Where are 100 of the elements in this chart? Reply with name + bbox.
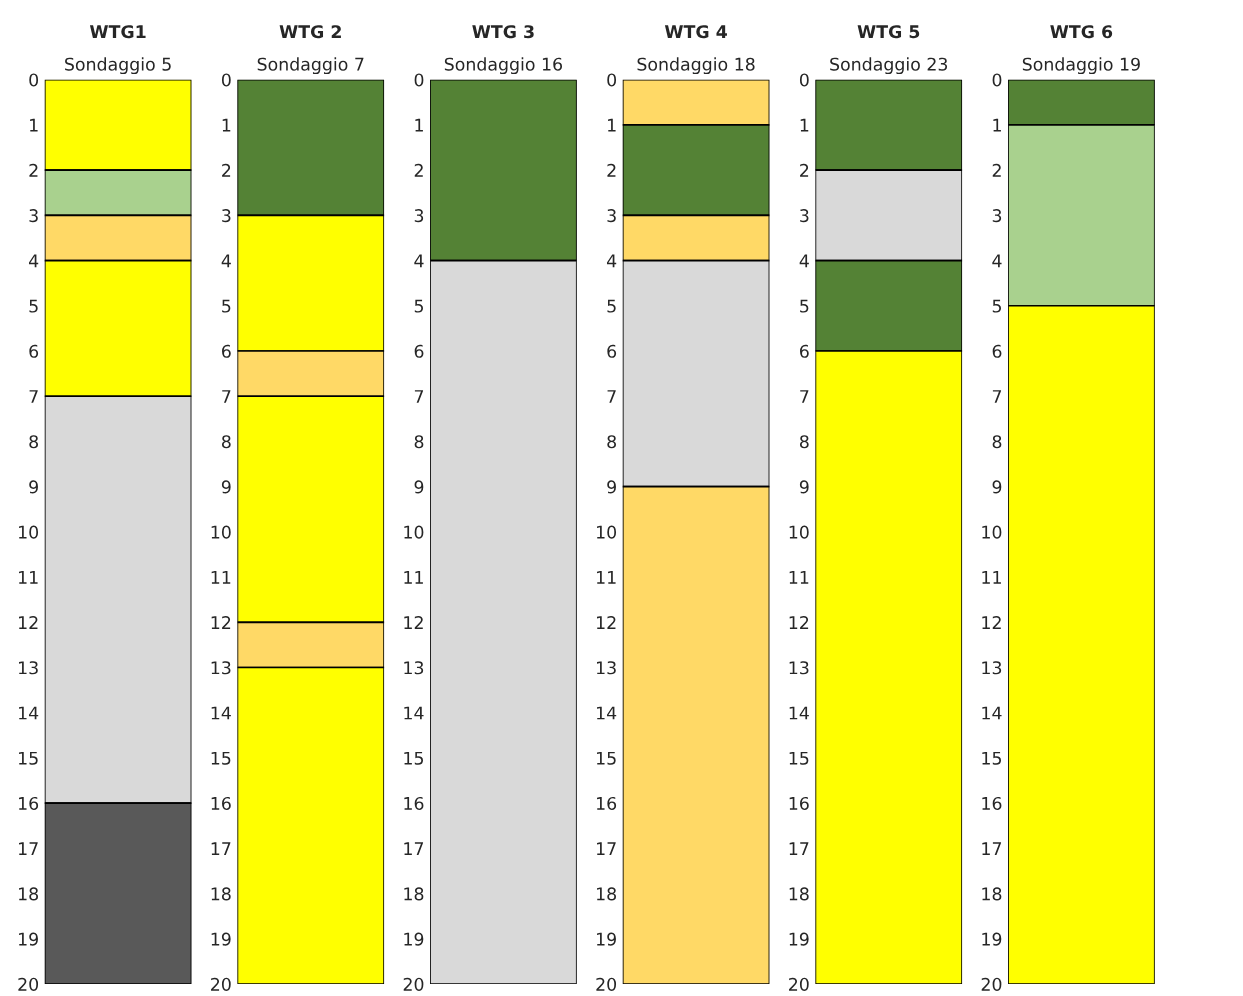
y-tick-label: 12 [211, 616, 231, 629]
y-tick-label: 1 [30, 118, 38, 132]
y-tick-label: 20 [211, 977, 231, 991]
y-tick-label: 13 [789, 661, 809, 675]
y-tick-label: 16 [789, 796, 809, 811]
y-tick-label: 4 [29, 254, 39, 268]
y-tick-label: 5 [607, 299, 616, 313]
y-tick-label: 15 [211, 751, 231, 765]
y-tick-label: 3 [800, 209, 809, 223]
y-tick-label: 18 [211, 887, 231, 901]
y-tick-label: 8 [799, 435, 809, 449]
y-tick-label: 14 [789, 706, 809, 720]
y-tick-label: 3 [992, 209, 1002, 223]
y-tick-label: 2 [800, 163, 809, 177]
y-tick-label: 4 [414, 254, 424, 268]
y-tick-label: 7 [607, 390, 616, 403]
chart-title: WTG 5 [857, 25, 920, 39]
y-tick-label: 12 [597, 616, 616, 629]
y-tick-label: 0 [29, 73, 39, 87]
y-tick-label: 8 [29, 435, 38, 449]
y-tick-label: 2 [992, 163, 1001, 177]
y-tick-label: 8 [607, 435, 616, 449]
y-tick-label: 16 [19, 796, 39, 811]
y-tick-label: 12 [404, 616, 423, 629]
y-tick-label: 12 [982, 616, 1001, 629]
y-tick-label: 18 [982, 887, 1002, 901]
y-tick-label: 4 [799, 254, 809, 268]
x-tick-label: Sondaggio 16 [444, 57, 563, 75]
y-tick-label: 11 [789, 571, 809, 584]
y-tick-label: 18 [597, 887, 616, 901]
y-tick-label: 5 [992, 299, 1001, 313]
y-tick-label: 11 [404, 571, 423, 584]
y-tick-label: 8 [414, 435, 424, 449]
y-tick-label: 6 [414, 344, 424, 358]
y-tick-label: 4 [221, 254, 231, 268]
y-tick-label: 1 [415, 118, 423, 132]
y-tick-label: 19 [404, 932, 424, 946]
y-tick-label: 20 [981, 977, 1002, 991]
x-tick-label: Sondaggio 19 [1022, 57, 1140, 75]
y-tick-label: 9 [799, 480, 809, 494]
y-tick-label: 20 [596, 977, 617, 991]
y-tick-label: 9 [992, 480, 1002, 494]
y-tick-label: 12 [19, 616, 38, 629]
y-tick-label: 20 [18, 977, 39, 991]
x-tick-label: Sondaggio 7 [257, 57, 364, 75]
x-tick-label: Sondaggio 23 [830, 57, 948, 75]
y-tick-label: 13 [597, 661, 616, 675]
y-tick-label: 0 [607, 73, 617, 87]
y-tick-label: 6 [992, 344, 1002, 358]
y-tick-label: 1 [608, 118, 616, 132]
y-tick-label: 19 [789, 932, 809, 946]
y-tick-label: 15 [597, 751, 616, 765]
y-tick-label: 0 [221, 73, 231, 87]
y-tick-label: 17 [404, 842, 424, 855]
y-tick-label: 5 [800, 299, 809, 313]
chart-title: WTG1 [89, 25, 146, 39]
chart-title: WTG 4 [664, 25, 727, 39]
chart-title: WTG 6 [1050, 25, 1113, 39]
y-tick-label: 3 [607, 209, 616, 223]
y-tick-label: 5 [414, 299, 424, 313]
y-tick-label: 17 [982, 842, 1002, 855]
y-tick-label: 16 [982, 796, 1002, 811]
y-tick-label: 11 [19, 571, 38, 584]
y-tick-label: 12 [789, 616, 809, 629]
y-tick-label: 10 [789, 525, 809, 539]
y-tick-label: 19 [19, 932, 38, 946]
y-tick-label: 7 [414, 390, 424, 403]
y-tick-label: 20 [403, 977, 424, 991]
y-tick-label: 18 [19, 887, 38, 901]
y-tick-label: 7 [29, 390, 38, 403]
y-tick-label: 11 [597, 571, 616, 584]
y-tick-label: 6 [29, 344, 39, 358]
y-tick-label: 19 [982, 932, 1002, 946]
y-tick-label: 14 [19, 706, 39, 720]
y-tick-label: 15 [982, 751, 1001, 765]
chart-title: WTG 3 [472, 25, 534, 39]
y-tick-label: 2 [414, 163, 423, 177]
y-tick-label: 17 [789, 842, 809, 855]
y-tick-label: 20 [789, 977, 809, 991]
y-tick-label: 1 [800, 118, 809, 132]
y-tick-label: 3 [414, 209, 424, 223]
y-tick-label: 7 [222, 390, 231, 403]
y-tick-label: 6 [607, 344, 617, 358]
y-tick-label: 3 [222, 209, 231, 223]
y-tick-label: 17 [19, 842, 38, 855]
y-tick-label: 10 [211, 525, 231, 539]
y-tick-label: 10 [982, 525, 1002, 539]
y-tick-label: 0 [799, 73, 809, 87]
y-tick-label: 16 [404, 796, 424, 811]
y-tick-label: 10 [404, 525, 424, 539]
y-tick-label: 8 [992, 435, 1002, 449]
y-tick-label: 10 [19, 525, 39, 539]
y-tick-label: 15 [19, 751, 38, 765]
y-tick-label: 13 [211, 661, 231, 675]
y-tick-label: 1 [222, 118, 231, 132]
y-tick-label: 2 [29, 163, 38, 177]
y-tick-label: 7 [992, 390, 1002, 403]
y-tick-label: 4 [606, 254, 617, 268]
y-tick-label: 2 [222, 163, 231, 177]
y-tick-label: 8 [221, 435, 231, 449]
